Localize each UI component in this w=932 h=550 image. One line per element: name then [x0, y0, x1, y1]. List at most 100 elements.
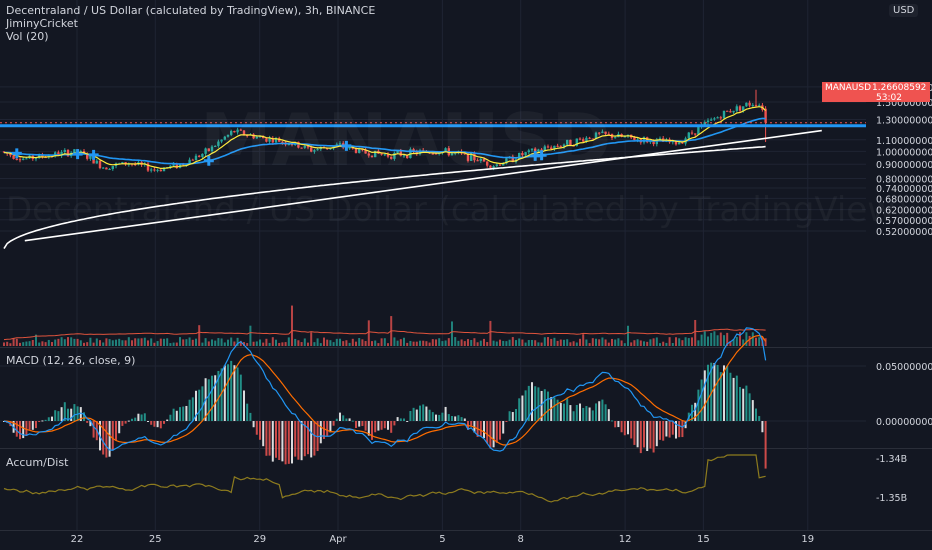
candle — [758, 105, 761, 107]
x-tick-label: 12 — [619, 534, 632, 545]
volume-bar — [649, 339, 652, 346]
candle — [655, 139, 658, 145]
volume-bar — [476, 342, 479, 346]
volume-bar — [575, 342, 578, 346]
volume-bar — [655, 337, 658, 346]
candle — [278, 138, 281, 142]
macd-histogram-bar — [35, 421, 37, 429]
candle — [348, 147, 351, 149]
candle — [25, 158, 28, 160]
volume-bar — [121, 340, 124, 346]
candle — [230, 130, 233, 135]
volume-bar — [559, 339, 562, 346]
candle — [268, 138, 271, 142]
ema-mid-line — [3, 117, 766, 165]
macd-histogram-bar — [537, 387, 540, 421]
volume-bar — [271, 337, 274, 346]
volume-bar — [412, 341, 415, 346]
macd-histogram-bar — [185, 405, 188, 421]
volume-bar — [172, 342, 175, 346]
volume-bar — [79, 340, 82, 346]
volume-bar — [502, 340, 505, 346]
macd-histogram-bar — [649, 421, 652, 449]
volume-bar — [211, 339, 213, 346]
macd-histogram-bar — [595, 403, 597, 421]
volume-bar — [457, 340, 460, 346]
macd-histogram-bar — [89, 421, 92, 427]
candle — [89, 156, 92, 159]
volume-bar — [508, 339, 511, 346]
macd-histogram-bar — [665, 421, 668, 437]
volume-bar — [115, 339, 117, 346]
macd-histogram-bar — [563, 403, 565, 421]
indicator-label-volume[interactable]: Vol (20) — [6, 30, 49, 43]
volume-bar — [566, 339, 569, 346]
volume-bar — [422, 340, 425, 346]
volume-bar — [483, 338, 485, 346]
volume-bar — [191, 339, 194, 346]
macd-histogram-bar — [463, 418, 466, 421]
cross-marker — [72, 149, 83, 160]
volume-bar — [300, 342, 303, 346]
volume-bar — [185, 339, 188, 346]
volume-bar — [662, 341, 665, 346]
candle — [726, 110, 729, 112]
macd-histogram-bar — [230, 360, 233, 421]
volume-bar — [607, 342, 610, 346]
last-price-tag: MANAUSD 1.26608592 53:02 — [822, 82, 930, 103]
price-tick-label: 0.80000000 — [876, 175, 932, 186]
volume-bar — [604, 339, 607, 346]
volume-bar — [729, 341, 732, 346]
macd-histogram-bar — [716, 364, 719, 421]
macd-histogram-bar — [284, 421, 287, 465]
macd-histogram-bar — [364, 421, 367, 431]
macd-histogram-bar — [559, 403, 562, 421]
macd-pane-label[interactable]: MACD (12, 26, close, 9) — [6, 354, 136, 367]
volume-bar — [195, 338, 197, 346]
macd-tick-label: 0.05000000 — [876, 362, 932, 373]
macd-histogram-bar — [435, 414, 437, 421]
macd-histogram-bar — [150, 421, 153, 425]
macd-histogram-bar — [627, 421, 629, 435]
candle — [582, 139, 585, 142]
macd-histogram-bar — [710, 362, 713, 421]
macd-histogram-bar — [214, 375, 217, 421]
candle — [566, 139, 569, 145]
candle — [540, 149, 543, 151]
x-tick-label: 8 — [518, 534, 524, 545]
volume-bar — [735, 336, 738, 346]
volume-bar — [563, 339, 565, 346]
indicator-label-jiminycricket[interactable]: JiminyCricket — [6, 17, 78, 30]
candle — [310, 147, 313, 152]
volume-bar — [537, 342, 540, 346]
volume-bar — [31, 340, 34, 346]
volume-bar — [140, 338, 143, 346]
candle — [121, 162, 124, 164]
volume-bar — [223, 342, 226, 346]
macd-histogram-bar — [355, 421, 357, 429]
macd-histogram-bar — [479, 421, 482, 437]
candle — [518, 152, 521, 160]
volume-bar — [636, 339, 639, 346]
macd-histogram-bar — [396, 417, 399, 421]
candle — [415, 151, 418, 155]
candle — [105, 167, 108, 170]
currency-badge[interactable]: USD — [889, 4, 919, 17]
volume-bar — [556, 340, 559, 346]
volume-bar — [345, 340, 348, 346]
volume-bar — [627, 325, 629, 346]
volume-bar — [25, 341, 28, 346]
volume-bar — [294, 338, 297, 346]
volume-bar — [534, 340, 537, 346]
macd-histogram-bar — [412, 407, 415, 421]
chart-title[interactable]: Decentraland / US Dollar (calculated by … — [6, 4, 376, 17]
macd-histogram-bar — [291, 421, 293, 464]
accum-dist-pane-label[interactable]: Accum/Dist — [6, 456, 69, 469]
candle — [194, 155, 198, 161]
candle — [591, 138, 594, 140]
accum-tick-label: -1.34B — [876, 454, 907, 465]
volume-bar — [175, 342, 178, 346]
volume-bar — [447, 338, 450, 346]
volume-bar — [355, 341, 357, 346]
